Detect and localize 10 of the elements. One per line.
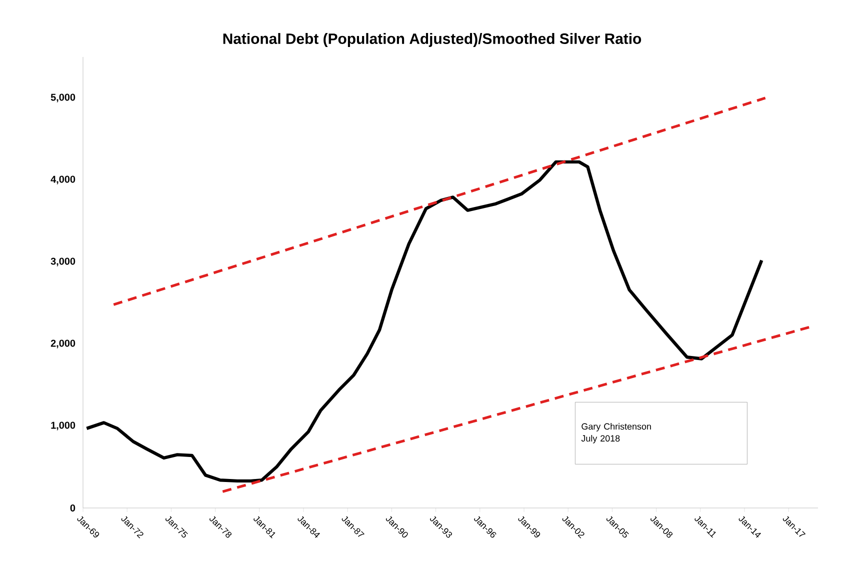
annotation: Gary Christenson [582, 423, 651, 432]
annotation: July 2018 [581, 434, 620, 444]
line-series [85, 160, 764, 483]
y-tick-label: 1,000 [51, 422, 76, 430]
y-tick-label: 2,000 [50, 340, 76, 348]
y-tick-label: 5,000 [50, 94, 76, 102]
y-tick-label: 3,000 [50, 258, 76, 266]
y-tick-label: 4,000 [50, 176, 76, 184]
y-tick-label: 0 [70, 504, 76, 512]
chart-title: National Debt (Population Adjusted)/Smoothed Silver Ratio [223, 33, 642, 47]
